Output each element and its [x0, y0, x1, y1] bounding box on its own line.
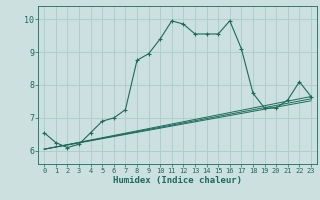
X-axis label: Humidex (Indice chaleur): Humidex (Indice chaleur) — [113, 176, 242, 185]
